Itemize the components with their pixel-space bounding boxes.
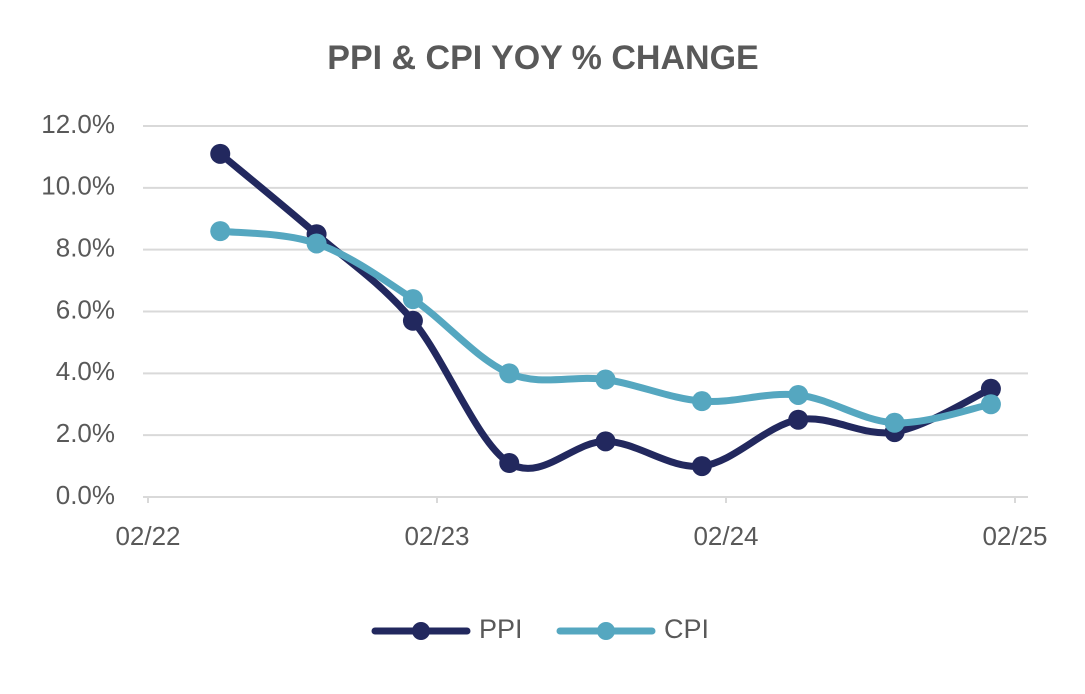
series-line bbox=[219, 227, 992, 427]
x-tick-label: 02/24 bbox=[693, 521, 758, 551]
data-point bbox=[788, 409, 809, 430]
data-point bbox=[402, 310, 423, 331]
data-point bbox=[499, 452, 520, 473]
legend-marker bbox=[412, 622, 430, 640]
y-tick-label: 8.0% bbox=[56, 233, 115, 263]
y-tick-label: 0.0% bbox=[56, 480, 115, 510]
data-point bbox=[884, 412, 905, 433]
chart-title: PPI & CPI YOY % CHANGE bbox=[327, 39, 758, 77]
y-tick-label: 2.0% bbox=[56, 418, 115, 448]
data-point bbox=[595, 369, 616, 390]
data-point bbox=[980, 378, 1001, 399]
data-point bbox=[691, 456, 712, 477]
x-tick-label: 02/22 bbox=[115, 521, 180, 551]
legend-label: PPI bbox=[479, 614, 523, 644]
data-point bbox=[210, 143, 231, 164]
data-point bbox=[788, 384, 809, 405]
x-tick-label: 02/25 bbox=[982, 521, 1047, 551]
legend-marker bbox=[597, 622, 615, 640]
data-point bbox=[306, 233, 327, 254]
data-point bbox=[210, 221, 231, 242]
data-point bbox=[499, 363, 520, 384]
x-tick-label: 02/23 bbox=[404, 521, 469, 551]
y-tick-label: 12.0% bbox=[41, 109, 115, 139]
y-tick-label: 6.0% bbox=[56, 294, 115, 324]
data-point bbox=[691, 391, 712, 412]
data-point bbox=[595, 431, 616, 452]
legend-label: CPI bbox=[664, 614, 709, 644]
y-tick-label: 10.0% bbox=[41, 171, 115, 201]
y-tick-label: 4.0% bbox=[56, 356, 115, 386]
data-point bbox=[402, 289, 423, 310]
data-point bbox=[980, 394, 1001, 415]
